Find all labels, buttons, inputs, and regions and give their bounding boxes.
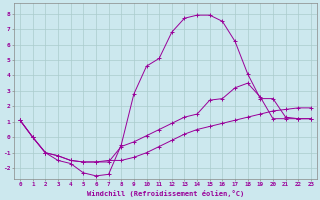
X-axis label: Windchill (Refroidissement éolien,°C): Windchill (Refroidissement éolien,°C) bbox=[87, 190, 244, 197]
